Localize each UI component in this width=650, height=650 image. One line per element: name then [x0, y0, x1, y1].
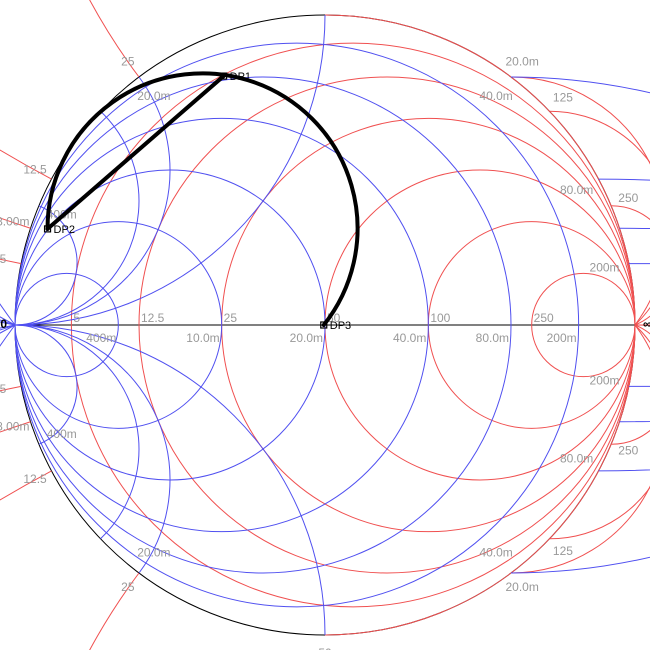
grid-label: 25	[121, 54, 135, 68]
grid-label: 20.0m	[505, 54, 538, 68]
grid-label: 200m	[590, 261, 620, 275]
grid-label: 5	[0, 252, 7, 266]
grid-label: 12.5	[141, 311, 165, 325]
grid-label: 20.0m	[137, 545, 170, 559]
grid-label: 0	[0, 317, 7, 331]
grid-label: 25	[224, 311, 238, 325]
grid-label: 12.5	[23, 472, 47, 486]
grid-label: 200m	[590, 374, 620, 388]
datapoint-label: DP1	[230, 71, 251, 83]
grid-label: 5	[0, 382, 7, 396]
grid-label: 8.00m	[0, 215, 29, 229]
grid-label: 12.5	[23, 163, 47, 177]
grid-label: 250	[618, 191, 638, 205]
grid-label: 25	[121, 580, 135, 594]
grid-label: 200m	[547, 331, 577, 345]
grid-label: 40.0m	[479, 545, 512, 559]
grid-label: 400m	[47, 427, 77, 441]
grid-label: 80.0m	[560, 451, 593, 465]
datapoint-label: DP2	[54, 224, 75, 236]
grid-label: 125	[553, 544, 573, 558]
grid-label: 8.00m	[0, 420, 29, 434]
grid-label: 50	[318, 646, 332, 650]
grid-label: 40.0m	[479, 89, 512, 103]
grid-label: 20.0m	[505, 580, 538, 594]
grid-label: 20.0m	[137, 89, 170, 103]
grid-label: ∞	[643, 317, 650, 331]
grid-label: 80.0m	[560, 183, 593, 197]
grid-label: 400m	[86, 331, 116, 345]
traces	[48, 73, 358, 325]
grid-label: 250	[534, 311, 554, 325]
datapoint-label: DP3	[330, 320, 351, 332]
grid-label: 125	[553, 91, 573, 105]
smith-chart: 512.52550100250200m80.0m40.0m20.0m10.0m4…	[0, 0, 650, 650]
grid-label: 250	[618, 444, 638, 458]
grid-label: 5	[73, 311, 80, 325]
grid-label: 100	[430, 311, 450, 325]
grid-label: 40.0m	[393, 331, 426, 345]
grid-label: 80.0m	[476, 331, 509, 345]
grid-label: 10.0m	[186, 331, 219, 345]
grid-label: 50	[318, 0, 332, 3]
grid-label: 20.0m	[290, 331, 323, 345]
